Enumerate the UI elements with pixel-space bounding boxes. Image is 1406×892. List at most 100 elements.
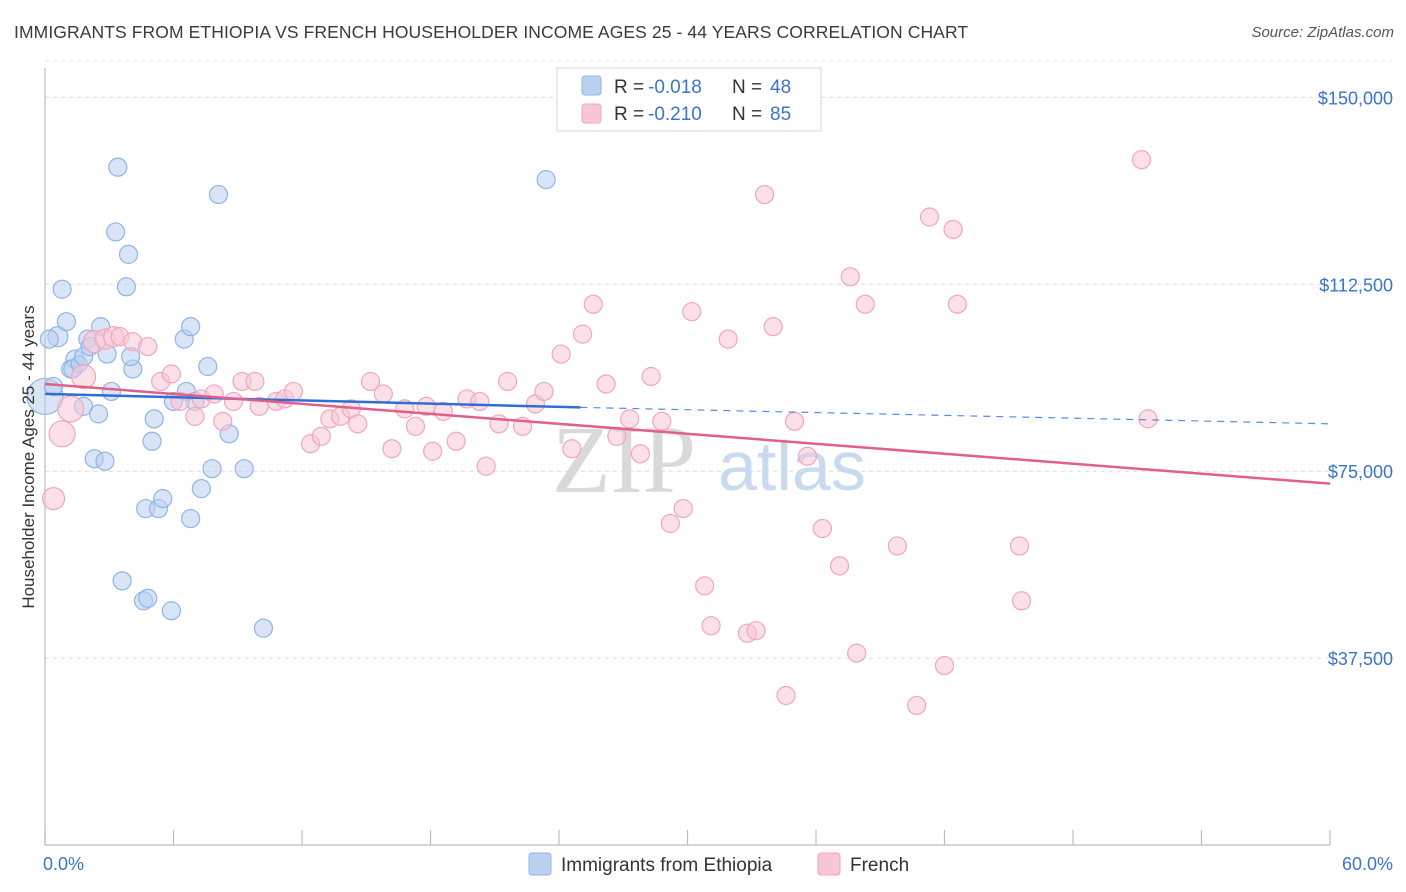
french-point-64 [746,621,766,641]
y-tick-label-2: $112,500 [1319,275,1393,295]
series-legend-swatch-ethiopia [528,852,552,876]
gridlines [45,60,1395,659]
french-point-23 [283,381,304,402]
french-point-76 [907,695,927,716]
ethiopia-point-34 [161,601,181,621]
french-point-29 [348,414,368,434]
french-point-75 [887,536,907,556]
french-point-58 [673,498,693,519]
french-point-2 [57,395,85,423]
y-tick-label-1: $75,000 [1328,462,1393,482]
legend-n-label-french: N = [732,104,762,125]
french-point-77 [919,207,940,227]
legend-r-label-ethiopia: R = [614,77,644,98]
ethiopia-point-48 [536,170,556,190]
legend-r-label-french: R = [614,104,644,125]
y-tick-labels: $37,500 $75,000 $112,500 $150,000 [1318,88,1393,669]
x-tick-label-min: 0.0% [43,854,84,874]
ethiopia-point-20 [108,157,128,177]
french-point-70 [812,518,833,539]
french-point-69 [797,446,818,466]
french-point-80 [947,294,967,314]
watermark: ZIP atlas [552,406,866,513]
ethiopia-point-40 [198,356,218,377]
ethiopia-point-46 [234,459,254,479]
ethiopia-point-43 [202,459,222,479]
french-point-16 [213,411,233,431]
legend-r-value-ethiopia: -0.018 [648,77,702,98]
french-point-0 [41,487,66,511]
french-point-46 [534,381,554,402]
ethiopia-point-30 [153,489,173,509]
legend-n-label-ethiopia: N = [732,77,762,98]
series-legend-label-ethiopia: Immigrants from Ethiopia [561,855,773,876]
french-point-55 [641,366,661,387]
french-point-84 [1138,409,1158,429]
french-point-81 [1009,536,1030,556]
ethiopia-point-3 [39,329,59,349]
french-point-48 [562,439,582,459]
french-point-66 [763,317,783,337]
ethiopia-trend-dashed [580,406,1331,425]
french-point-59 [682,302,702,322]
french-point-79 [943,219,963,240]
ethiopia-point-47 [253,618,274,638]
ethiopia-point-37 [181,317,201,337]
ethiopia-point-22 [118,244,139,264]
ethiopia-trend-solid [44,392,581,409]
source-credit: Source: ZipAtlas.com [1251,24,1394,41]
french-point-61 [701,616,721,636]
correlation-legend: R = -0.018 N = 48 R = -0.210 N = 85 [556,67,822,132]
ethiopia-point-16 [88,404,109,424]
french-point-50 [583,294,603,314]
ethiopia-point-31 [112,571,132,591]
data-points [26,150,1158,716]
french-point-82 [1011,591,1032,611]
ethiopia-point-26 [144,409,164,429]
french-point-62 [718,329,738,349]
ethiopia-point-33 [138,588,158,608]
french-point-19 [245,371,265,392]
ethiopia-point-4 [52,279,72,299]
trend-lines [44,382,1331,485]
watermark-atlas: atlas [718,427,866,505]
ethiopia-point-44 [208,184,229,205]
ethiopia-point-5 [56,312,77,332]
legend-r-value-french: -0.210 [648,104,702,125]
ethiopia-point-41 [191,479,211,499]
y-tick-label-0: $37,500 [1328,649,1393,669]
french-point-15 [204,384,224,404]
french-point-60 [695,576,715,596]
french-point-17 [223,391,244,412]
french-point-32 [382,439,402,459]
series-legend-label-french: French [850,855,909,876]
french-point-83 [1131,150,1152,170]
french-point-68 [784,411,805,431]
french-point-51 [596,374,616,394]
french-point-25 [311,426,331,446]
ethiopia-point-23 [116,277,136,297]
series-legend: Immigrants from Ethiopia French [528,852,909,876]
french-point-43 [498,371,518,392]
french-point-67 [776,685,796,706]
french-point-41 [476,456,496,476]
french-point-56 [652,411,672,431]
ethiopia-point-27 [142,431,162,451]
axes [44,68,1331,846]
x-tick-label-max: 60.0% [1342,854,1393,874]
legend-n-value-french: 85 [770,104,791,125]
y-axis-label: Householder Income Ages 25 - 44 years [19,305,38,608]
french-point-3 [70,363,97,390]
french-point-1 [48,420,76,448]
french-point-34 [405,416,426,436]
french-point-13 [185,406,205,426]
french-point-74 [847,643,867,663]
legend-n-value-ethiopia: 48 [770,77,791,98]
french-point-54 [630,444,650,464]
french-point-47 [551,344,571,364]
ethiopia-point-19 [101,381,121,402]
french-point-73 [855,294,875,314]
french-point-40 [470,391,490,412]
french-point-49 [572,324,593,344]
